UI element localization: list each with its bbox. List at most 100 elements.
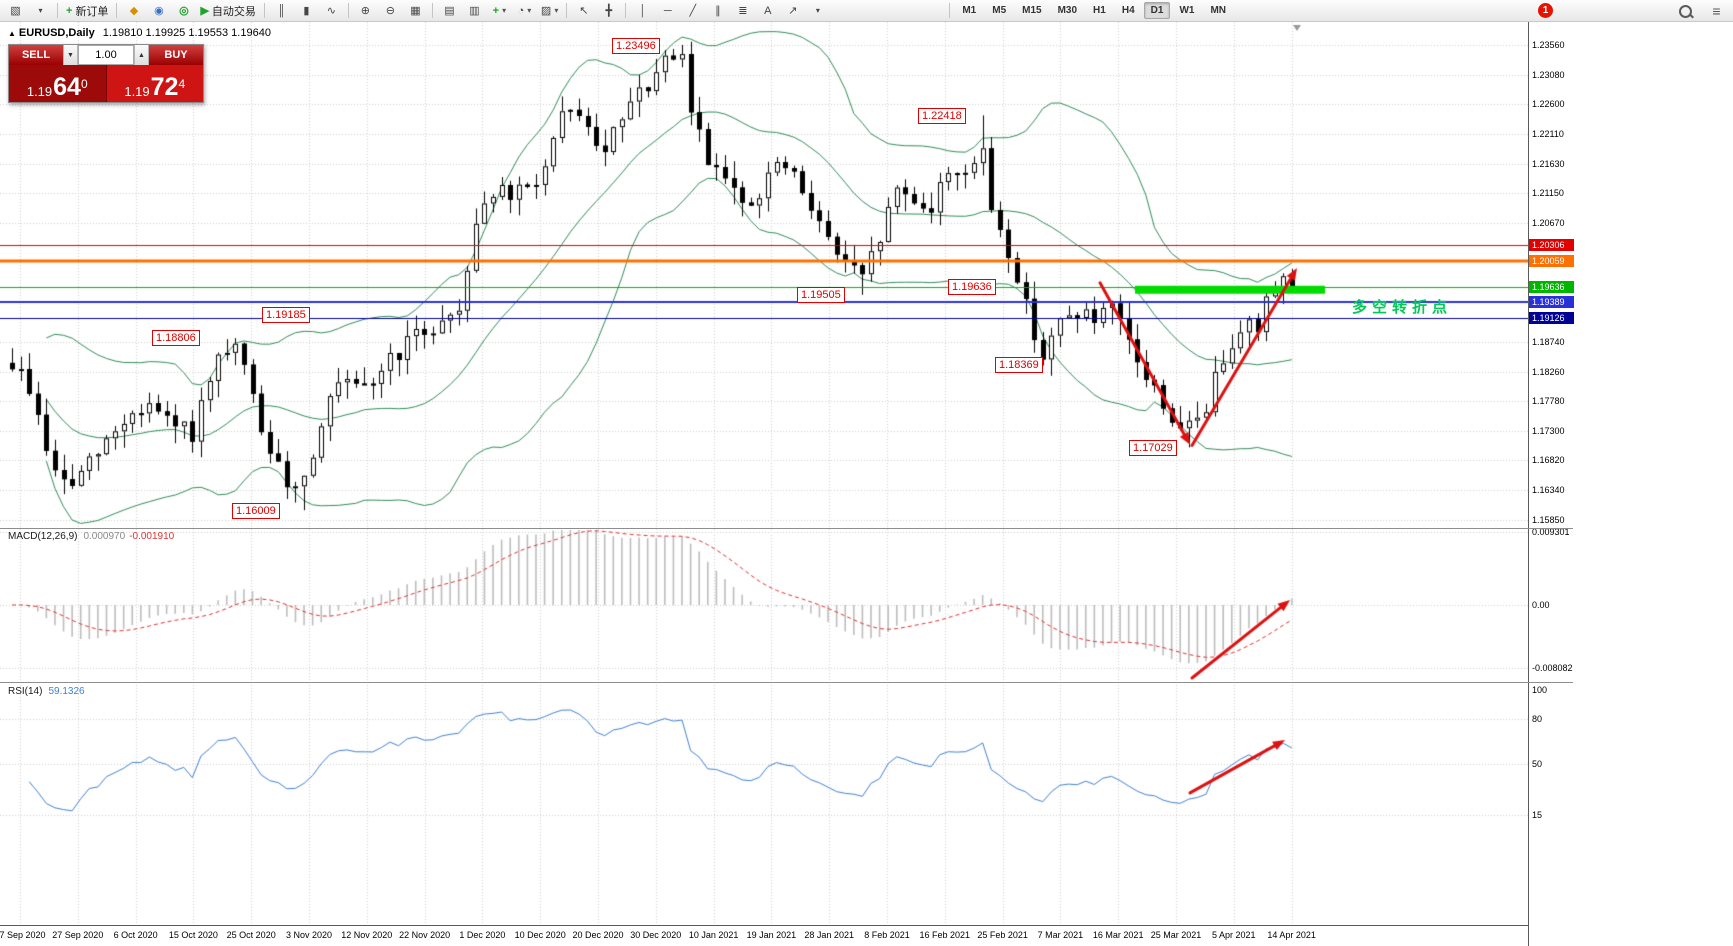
horizontal-line-button[interactable]: ─	[656, 1, 679, 21]
date-label: 30 Dec 2020	[630, 930, 682, 940]
rsi-pane-separator[interactable]	[0, 682, 1573, 683]
zoom-in-icon: ⊕	[360, 4, 371, 17]
vertical-line-button[interactable]: │	[631, 1, 654, 21]
price-tick: 1.22110	[1532, 129, 1564, 140]
templates-button[interactable]: ▨ ▾	[538, 1, 561, 21]
toolbar-buttons: ▧ ▾ + 新订单 ◆ ◉ ◎ ▶ 自动交易 ║ ▮ ∿ ⊕ ⊖ ▦ ▤ ▥ + ▾ ◔ ▾ ▨ ▾ ↖ ╋ │ ─ ╱ ∥ ≣ A ↗ ▾ M1…	[3, 0, 1234, 22]
toolbar-right: ≡	[1673, 0, 1729, 22]
new-order-button-label: 新订单	[75, 5, 109, 18]
dropdown-icon: ▾	[554, 6, 559, 15]
fibonacci-icon: ≣	[738, 4, 748, 17]
toolbar-separator	[57, 3, 58, 18]
trendline-button[interactable]: ╱	[681, 1, 704, 21]
rsi-value: 59.1326	[48, 686, 85, 697]
trendline-icon: ╱	[689, 4, 697, 17]
market-button[interactable]: ◉	[147, 1, 170, 21]
price-tick: 1.22600	[1532, 99, 1565, 110]
metaeditor-button[interactable]: ◆	[122, 1, 145, 21]
chart-canvas[interactable]	[0, 22, 1528, 925]
ask-point: 4	[178, 77, 186, 91]
price-call-label: 1.19185	[262, 307, 310, 323]
lot-increment-button[interactable]: ▲	[134, 45, 149, 65]
price-call-label: 1.18369	[995, 357, 1043, 373]
price-scale[interactable]: 1.23560 1.23080 1.22600 1.22110 1.21630 1.211…	[1528, 22, 1574, 946]
panels-button[interactable]: ≡	[1705, 1, 1728, 21]
zoom-in-button[interactable]: ⊕	[354, 1, 377, 21]
price-level-label: 1.19389	[1529, 295, 1574, 308]
fibonacci-button[interactable]: ≣	[731, 1, 754, 21]
bid-prefix: 1.19	[26, 84, 53, 99]
timeframe-mn[interactable]: MN	[1210, 5, 1226, 16]
arrange-windows-button[interactable]: ▥	[463, 1, 486, 21]
price-level-label: 1.19636	[1529, 280, 1574, 293]
price-call-label: 1.18806	[152, 330, 200, 346]
date-label: 8 Feb 2021	[864, 930, 910, 940]
text-button[interactable]: A	[756, 1, 779, 21]
bar-chart-button[interactable]: ║	[270, 1, 293, 21]
timeframe-w1[interactable]: W1	[1179, 5, 1195, 16]
date-label: 6 Oct 2020	[113, 930, 158, 940]
periods-button[interactable]: ◔ ▾	[513, 1, 536, 21]
candlestick-chart-button[interactable]: ▮	[295, 1, 318, 21]
timeframe-m1[interactable]: M1	[962, 5, 977, 16]
date-label: 12 Nov 2020	[341, 930, 393, 940]
price-tick: 1.23080	[1532, 69, 1565, 80]
new-chart-button[interactable]: ▧	[4, 1, 27, 21]
lot-field-wrap	[78, 45, 134, 65]
lot-decrement-button[interactable]: ▼	[63, 45, 78, 65]
shapes-button[interactable]: ▾	[806, 1, 829, 21]
date-label: 5 Apr 2021	[1212, 930, 1256, 940]
timeframe-h1[interactable]: H1	[1093, 5, 1106, 16]
search-button[interactable]	[1674, 1, 1697, 21]
ask-pips: 72	[150, 73, 179, 101]
price-level-label: 1.19126	[1529, 312, 1574, 325]
line-chart-button[interactable]: ∿	[320, 1, 343, 21]
arrow-tool-button[interactable]: ↗	[781, 1, 804, 21]
timeframe-m30[interactable]: M30	[1057, 5, 1078, 16]
ask-price-button[interactable]: 1.19 72 4	[106, 65, 203, 102]
lot-input[interactable]	[78, 45, 134, 65]
trade-panel-prices: 1.19 64 0 1.19 72 4	[9, 65, 203, 102]
crosshair-button[interactable]: ╋	[597, 1, 620, 21]
rsi-label: RSI(14) 59.1326	[8, 686, 85, 697]
timeframe-m5[interactable]: M5	[992, 5, 1007, 16]
time-axis[interactable]: 17 Sep 2020 27 Sep 2020 6 Oct 2020 15 Oct 2…	[0, 925, 1528, 946]
date-label: 19 Jan 2021	[746, 930, 797, 940]
bid-point: 0	[80, 77, 88, 91]
notification-badge[interactable]: 1	[1538, 3, 1553, 18]
new-order-icon: +	[66, 4, 73, 17]
vps-button[interactable]: ◎	[172, 1, 195, 21]
periods-icon: ◔	[517, 4, 525, 17]
channel-button[interactable]: ∥	[706, 1, 729, 21]
timeframe-m15[interactable]: M15	[1022, 5, 1042, 16]
autotrading-button[interactable]: ▶ 自动交易	[197, 1, 258, 21]
date-label: 25 Feb 2021	[977, 930, 1028, 940]
date-label: 7 Mar 2021	[1037, 930, 1084, 940]
timeframe-d1[interactable]: D1	[1143, 2, 1171, 19]
toolbar-separator	[347, 3, 349, 18]
cursor-button[interactable]: ↖	[572, 1, 595, 21]
date-label: 20 Dec 2020	[572, 930, 624, 940]
zoom-out-button[interactable]: ⊖	[379, 1, 402, 21]
tile-windows-icon: ▦	[410, 4, 421, 17]
timeframe-h4[interactable]: H4	[1121, 5, 1135, 16]
indicators-button[interactable]: + ▾	[488, 1, 511, 21]
date-label: 14 Apr 2021	[1267, 930, 1316, 940]
bid-price-button[interactable]: 1.19 64 0	[9, 65, 107, 102]
dropdown-icon: ▾	[502, 6, 507, 15]
cascade-windows-button[interactable]: ▤	[438, 1, 461, 21]
bid-pips: 64	[53, 73, 81, 101]
toolbar-separator	[431, 3, 433, 18]
rsi-name: RSI(14)	[8, 686, 43, 697]
date-label: 15 Oct 2020	[168, 930, 218, 940]
tile-windows-button[interactable]: ▦	[404, 1, 427, 21]
price-tick: 1.16820	[1532, 455, 1565, 466]
macd-pane-separator[interactable]	[0, 528, 1573, 529]
new-order-button[interactable]: + 新订单	[63, 1, 111, 21]
chart-profiles-button[interactable]: ▾	[29, 1, 52, 21]
date-label: 27 Sep 2020	[52, 930, 104, 940]
sell-button[interactable]: SELL	[9, 45, 63, 65]
macd-signal-value: -0.001910	[129, 531, 175, 542]
buy-button[interactable]: BUY	[149, 45, 203, 65]
